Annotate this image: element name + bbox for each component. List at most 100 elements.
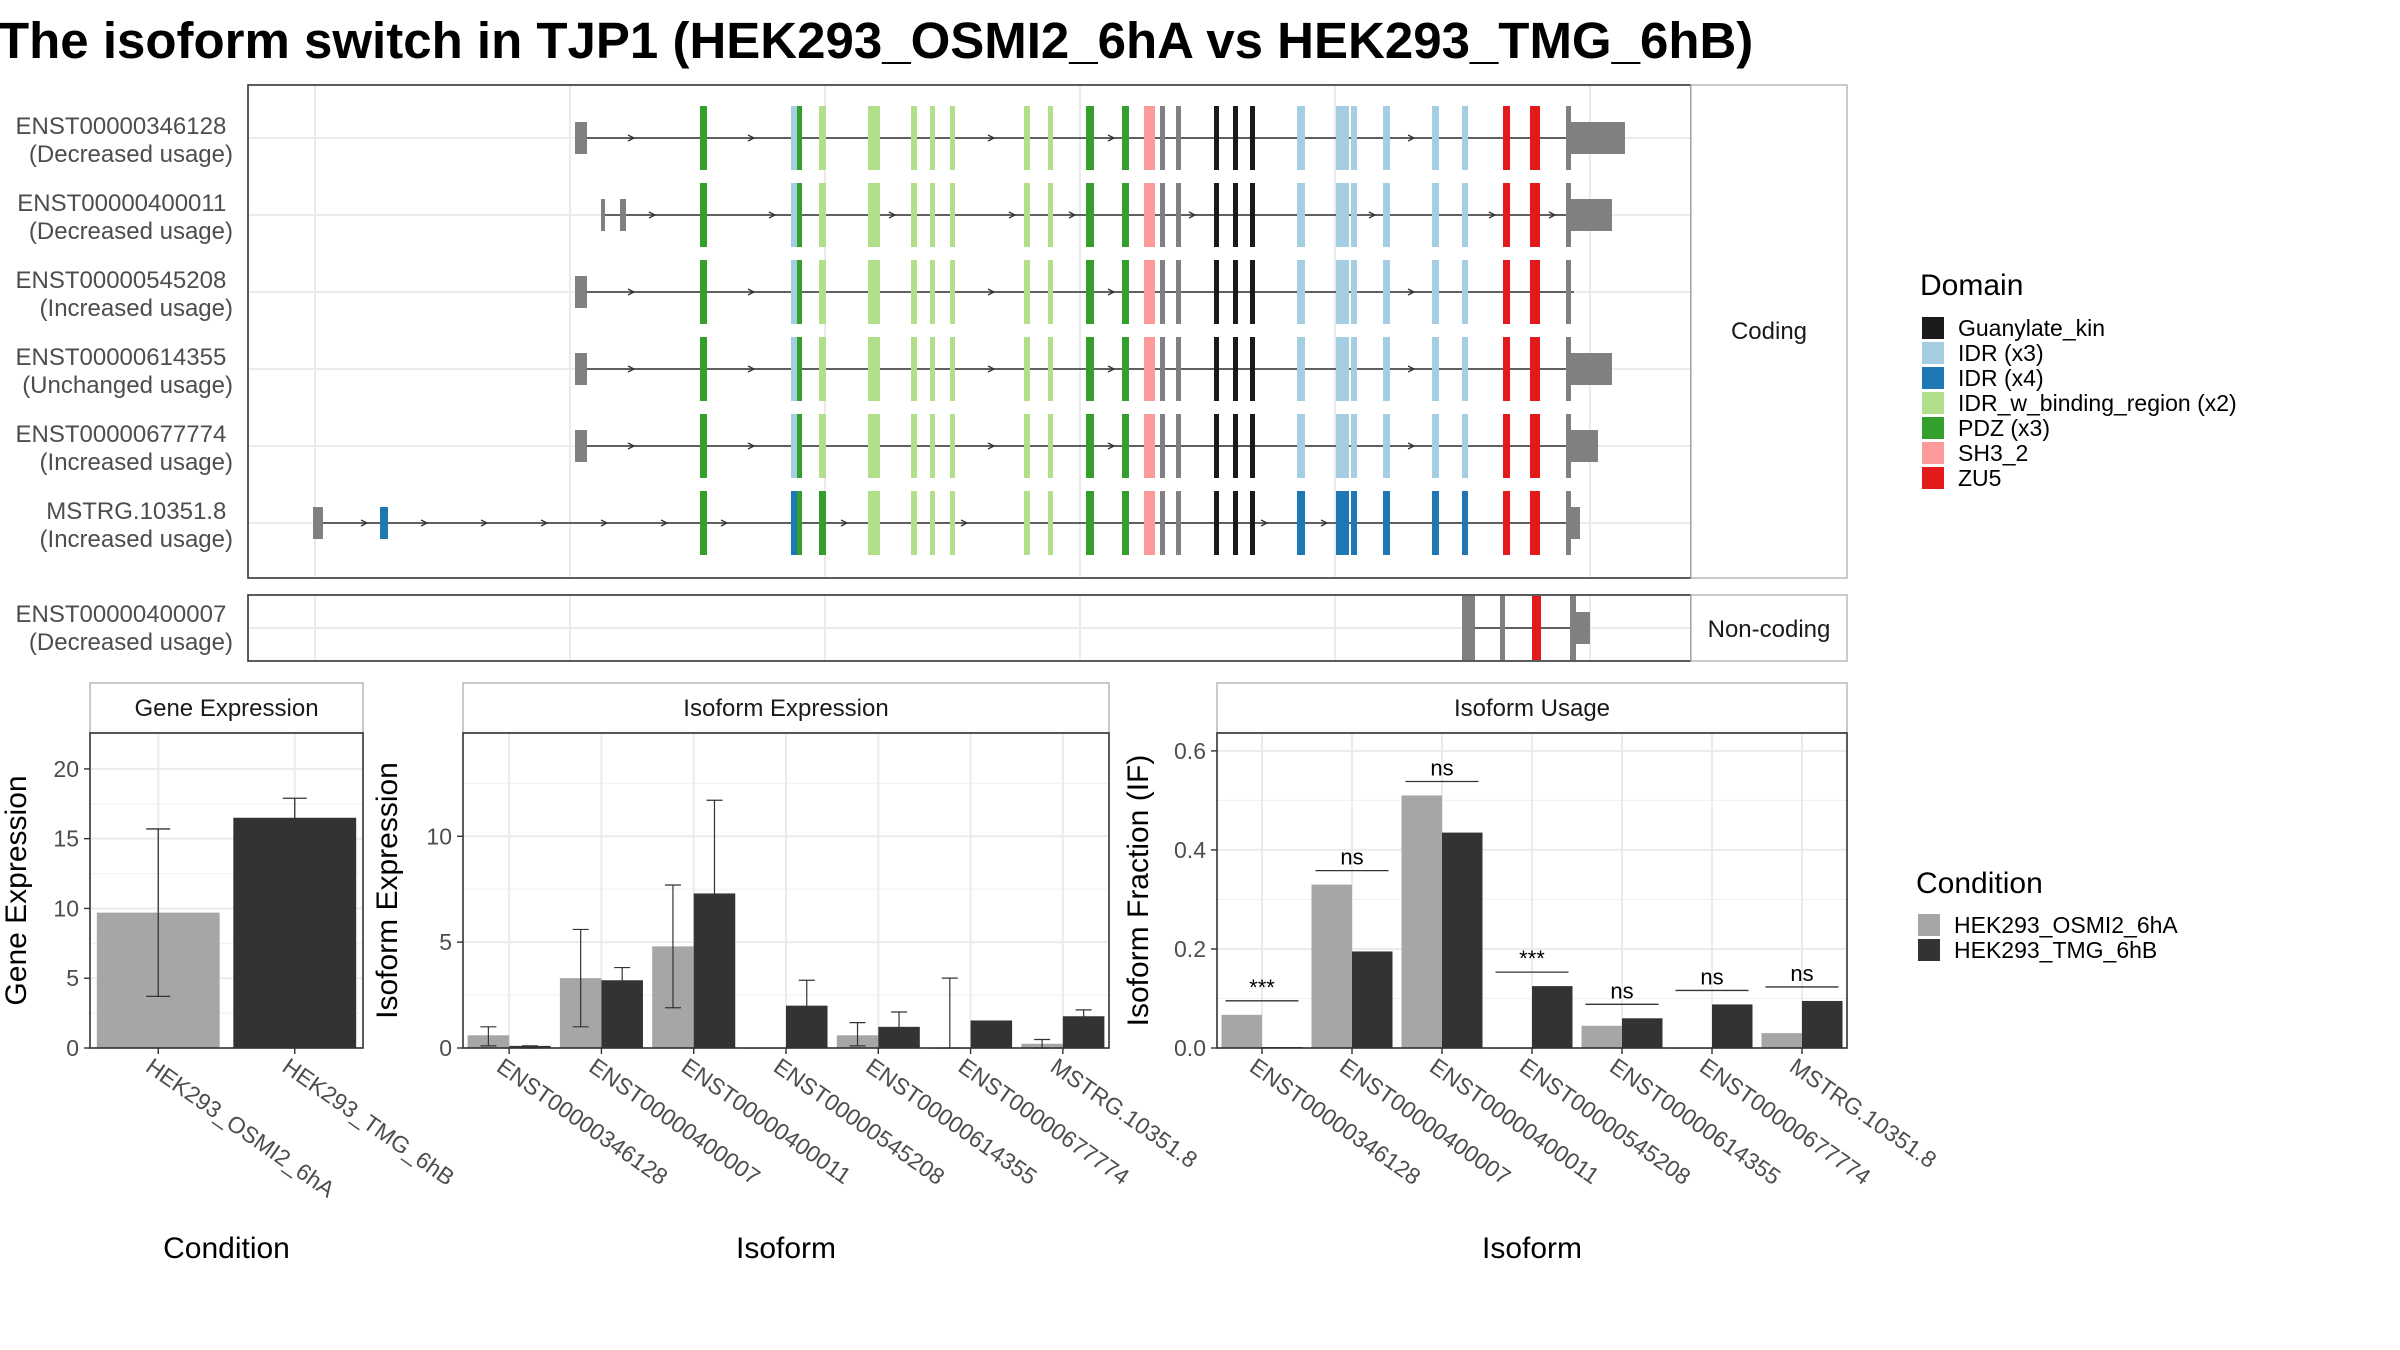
transcript-label: MSTRG.10351.8 (Increased usage) [40, 498, 233, 553]
noncoding-strip [1690, 594, 1848, 662]
domain-legend-title: Domain [1920, 269, 2023, 302]
direction-arrow [1107, 288, 1116, 296]
direction-arrow [1107, 442, 1116, 450]
cds-exon [1144, 414, 1155, 478]
domain-legend-label: ZU5 [1958, 465, 2001, 491]
isoform-usage-chart: Isoform Usage *** ns ns *** ns ns ns 0.0 0.2 0.4 0.… [1122, 682, 1941, 1265]
cds-exon [1160, 106, 1165, 170]
cds-exon [1144, 337, 1155, 401]
cds-exon [1462, 106, 1468, 170]
domain-legend-swatch [1922, 417, 1944, 439]
direction-arrow [540, 519, 549, 527]
cds-exon [930, 183, 935, 247]
transcript-tracks [313, 106, 1625, 660]
cds-exon [1462, 337, 1468, 401]
cds-exon [1233, 183, 1238, 247]
direction-arrow [1407, 134, 1416, 142]
cds-exon [1462, 183, 1468, 247]
coding-panel-grid [249, 86, 1690, 577]
cds-exon [1214, 183, 1219, 247]
noncoding-strip-label: Non-coding [1708, 616, 1831, 643]
cds-exon [868, 414, 880, 478]
direction-arrow [888, 211, 897, 219]
transcript-track [575, 260, 1574, 324]
cds-exon [797, 260, 802, 324]
significance-label: ns [1790, 961, 1813, 986]
cds-exon [1297, 106, 1305, 170]
direction-arrow [1008, 211, 1017, 219]
transcript-track [601, 183, 1612, 247]
cds-exon [1530, 260, 1540, 324]
cds-exon [930, 260, 935, 324]
coding-panel-border [247, 84, 1692, 579]
cds-exon [1383, 337, 1390, 401]
y-tick-label: 0 [66, 1035, 79, 1061]
cds-exon [700, 491, 707, 555]
cds-exon [700, 106, 707, 170]
cds-exon [1122, 260, 1129, 324]
cds-exon [1214, 414, 1219, 478]
cds-exon [1160, 260, 1165, 324]
cds-exon [950, 183, 955, 247]
direction-arrow [987, 288, 996, 296]
condition-legend-swatch [1918, 914, 1940, 936]
y-axis-title: Gene Expression [0, 775, 33, 1005]
direction-arrow [627, 365, 636, 373]
direction-arrow [627, 442, 636, 450]
utr-exon [1568, 353, 1612, 385]
utr-exon [575, 276, 587, 308]
bar [1221, 1014, 1262, 1048]
cds-exon [911, 337, 917, 401]
domain-legend-swatch [1922, 317, 1944, 339]
direction-arrow [480, 519, 489, 527]
direction-arrow [360, 519, 369, 527]
cds-exon [819, 260, 826, 324]
cds-exon [1530, 183, 1540, 247]
transcript-track [575, 337, 1612, 401]
bar [1581, 1025, 1622, 1048]
direction-arrow [627, 134, 636, 142]
cds-exon [1160, 337, 1165, 401]
y-tick-label: 0.0 [1174, 1035, 1206, 1061]
utr-exon [1568, 122, 1625, 154]
cds-exon [1503, 183, 1510, 247]
domain-legend-label: IDR (x4) [1958, 365, 2044, 391]
domain-legend-swatch [1922, 342, 1944, 364]
cds-exon [1336, 260, 1349, 324]
y-tick-label: 15 [53, 826, 79, 852]
cds-exon [1122, 414, 1129, 478]
y-axis-title: Isoform Fraction (IF) [1122, 755, 1155, 1027]
direction-arrow [1407, 442, 1416, 450]
x-tick-label: ENST00000614355 [861, 1053, 1041, 1190]
cds-exon [1462, 414, 1468, 478]
cds-exon [1297, 414, 1305, 478]
domain-legend-swatch [1922, 367, 1944, 389]
cds-exon [1233, 106, 1238, 170]
cds-exon [1351, 106, 1357, 170]
direction-arrow [1407, 365, 1416, 373]
cds-exon [1024, 106, 1030, 170]
significance-label: *** [1519, 946, 1545, 971]
cds-exon [1383, 183, 1390, 247]
cds-exon [1048, 183, 1053, 247]
cds-exon [700, 183, 707, 247]
cds-exon [1122, 106, 1129, 170]
cds-exon [1214, 491, 1219, 555]
cds-exon [1336, 183, 1349, 247]
cds-exon [1024, 491, 1030, 555]
cds-exon [1024, 260, 1030, 324]
cds-exon [1351, 183, 1357, 247]
cds-exon [1383, 414, 1390, 478]
cds-exon [1462, 596, 1475, 660]
bar [1442, 832, 1483, 1048]
cds-exon [1250, 337, 1255, 401]
cds-exon [868, 260, 880, 324]
bar [1352, 951, 1393, 1048]
structure-panel: Coding Non-coding ENST00000346128 (Decre… [15, 84, 1848, 662]
cds-exon [1297, 183, 1305, 247]
cds-exon [791, 183, 798, 247]
cds-exon [1233, 491, 1238, 555]
cds-exon [1250, 106, 1255, 170]
cds-exon [950, 106, 955, 170]
